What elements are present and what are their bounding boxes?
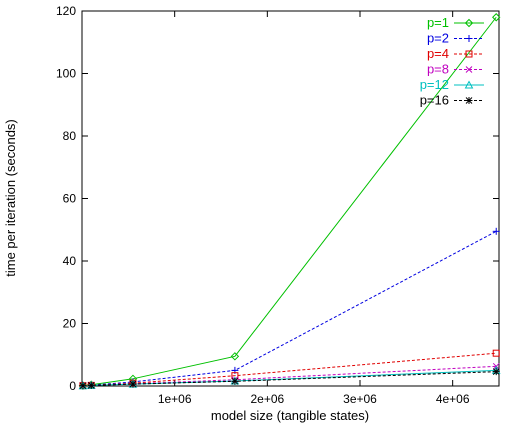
data-point-p1: [230, 352, 240, 361]
data-point-p16: [79, 382, 87, 390]
x-tick-label: 4e+06: [436, 392, 470, 406]
y-tick-label: 80: [63, 129, 77, 143]
x-axis-label: model size (tangible states): [211, 408, 369, 423]
y-axis-label: time per iteration (seconds): [3, 119, 18, 277]
data-point-p2: [492, 227, 500, 235]
y-tick-label: 120: [56, 4, 76, 18]
legend-marker: [465, 35, 473, 42]
y-tick-label: 20: [63, 317, 77, 331]
data-point-p16: [87, 381, 95, 389]
legend-marker: [464, 80, 474, 89]
x-axis-ticks: 1e+06 2e+06 3e+06 4e+06: [158, 11, 470, 406]
y-tick-label: 60: [63, 192, 77, 206]
y-tick-label: 100: [56, 67, 76, 81]
data-point-p1: [492, 13, 501, 22]
x-tick-label: 2e+06: [250, 392, 284, 406]
series-markers: [78, 13, 501, 390]
x-tick-label: 3e+06: [343, 392, 377, 406]
series-line-p2: [82, 230, 497, 387]
data-point-p4: [492, 349, 500, 357]
data-point-p16: [129, 380, 137, 388]
legend-label: p=8: [427, 62, 449, 77]
legend-marker: [465, 50, 473, 58]
legend: p=1p=2p=4p=8p=12p=16: [420, 15, 484, 108]
legend-marker: [465, 66, 473, 73]
legend-label: p=1: [427, 15, 449, 30]
legend-label: p=2: [427, 31, 449, 46]
legend-marker: [464, 18, 474, 28]
legend-marker: [465, 97, 473, 104]
legend-label: p=12: [420, 77, 449, 92]
y-tick-label: 40: [63, 254, 77, 268]
y-axis-ticks: 0 20 40 60 80 100 120: [56, 4, 499, 393]
y-tick-label: 0: [69, 379, 76, 393]
legend-label: p=4: [427, 46, 449, 61]
legend-label: p=16: [420, 93, 449, 108]
x-tick-label: 1e+06: [158, 392, 192, 406]
data-point-p16: [492, 368, 500, 376]
data-point-p16: [231, 377, 239, 385]
